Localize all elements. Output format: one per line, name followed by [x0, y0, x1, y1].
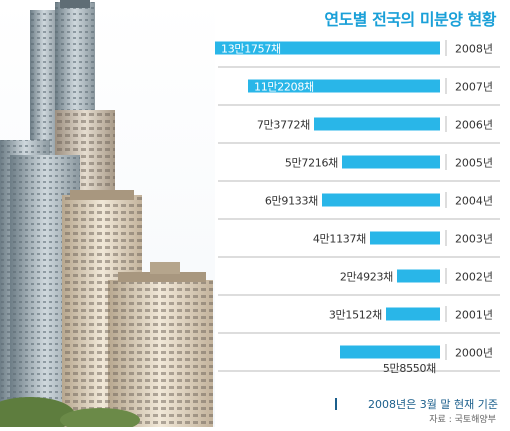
bar	[397, 269, 440, 283]
chart-note: 2008년은 3월 말 현재 기준	[368, 398, 498, 411]
bars-group: 13만1757채 2008년 11만2208채 2007년 7만3772채 2006년 5만…	[215, 40, 500, 375]
apartment-buildings-image	[0, 0, 215, 431]
bar	[340, 345, 440, 359]
bar-value-label: 11만2208채	[254, 81, 314, 94]
year-label: 2007년	[455, 81, 493, 94]
chart-title: 연도별 전국의 미분양 현황	[324, 10, 496, 29]
year-label: 2002년	[455, 271, 493, 284]
year-label: 2005년	[455, 157, 493, 170]
year-label: 2008년	[455, 43, 493, 56]
bar	[386, 307, 440, 321]
bar	[248, 79, 440, 93]
year-label: 2003년	[455, 233, 493, 246]
bar-value-label: 13만1757채	[221, 43, 281, 56]
bar-value-label: 2만4923채	[340, 271, 393, 284]
bar-value-label: 7만3772채	[257, 119, 310, 132]
bar	[342, 155, 440, 169]
bar	[215, 41, 440, 55]
bar	[370, 231, 440, 245]
bar-value-label: 5만8550채	[383, 362, 436, 375]
year-label: 2001년	[455, 309, 493, 322]
bar-value-label: 5만7216채	[285, 157, 338, 170]
year-label: 2004년	[455, 195, 493, 208]
year-label: 2000년	[455, 347, 493, 360]
chart-source: 자료 : 국토해양부	[429, 415, 496, 425]
bar-value-label: 3만1512채	[329, 309, 382, 322]
note-marker	[335, 398, 337, 410]
bar-value-label: 4만1137채	[313, 233, 366, 246]
bar	[322, 193, 440, 207]
bar-value-label: 6만9133채	[265, 195, 318, 208]
bar	[314, 117, 440, 131]
year-label: 2006년	[455, 119, 493, 132]
